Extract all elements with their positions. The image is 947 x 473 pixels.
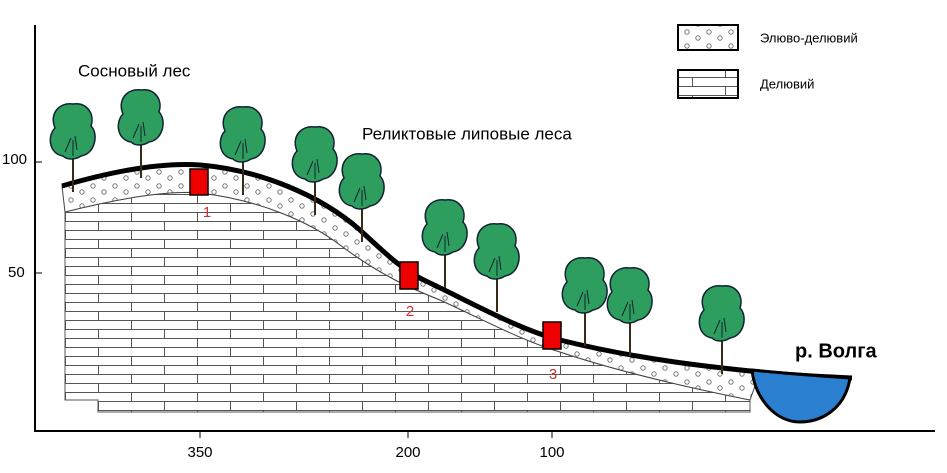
ground-surface [61,162,853,381]
tree [421,198,469,289]
pit-label: 3 [549,366,557,383]
legend-swatch [677,69,739,99]
x-tick-label: 200 [395,444,420,461]
x-tick-label: 100 [539,444,564,461]
legend-label: Делювий [760,76,814,91]
tree [473,222,521,313]
river [750,368,852,424]
tree [698,284,746,375]
tree [561,256,609,347]
pit-label: 2 [406,303,414,320]
y-tick-label: 100 [2,151,27,168]
legend-swatch [677,24,739,51]
pine-forest-label: Сосновый лес [78,61,191,80]
pit-label: 1 [203,204,211,221]
y-tick-label: 50 [8,264,25,281]
soil-pit [399,261,419,290]
river-label: р. Волга [795,340,878,362]
x-tick-label: 350 [187,444,212,461]
tree [606,266,654,357]
soil-pit [189,168,209,196]
soil-pit [542,321,562,350]
legend-label: Элюво-делювий [760,30,858,45]
linden-forest-label: Реликтовые липовые леса [362,124,572,143]
